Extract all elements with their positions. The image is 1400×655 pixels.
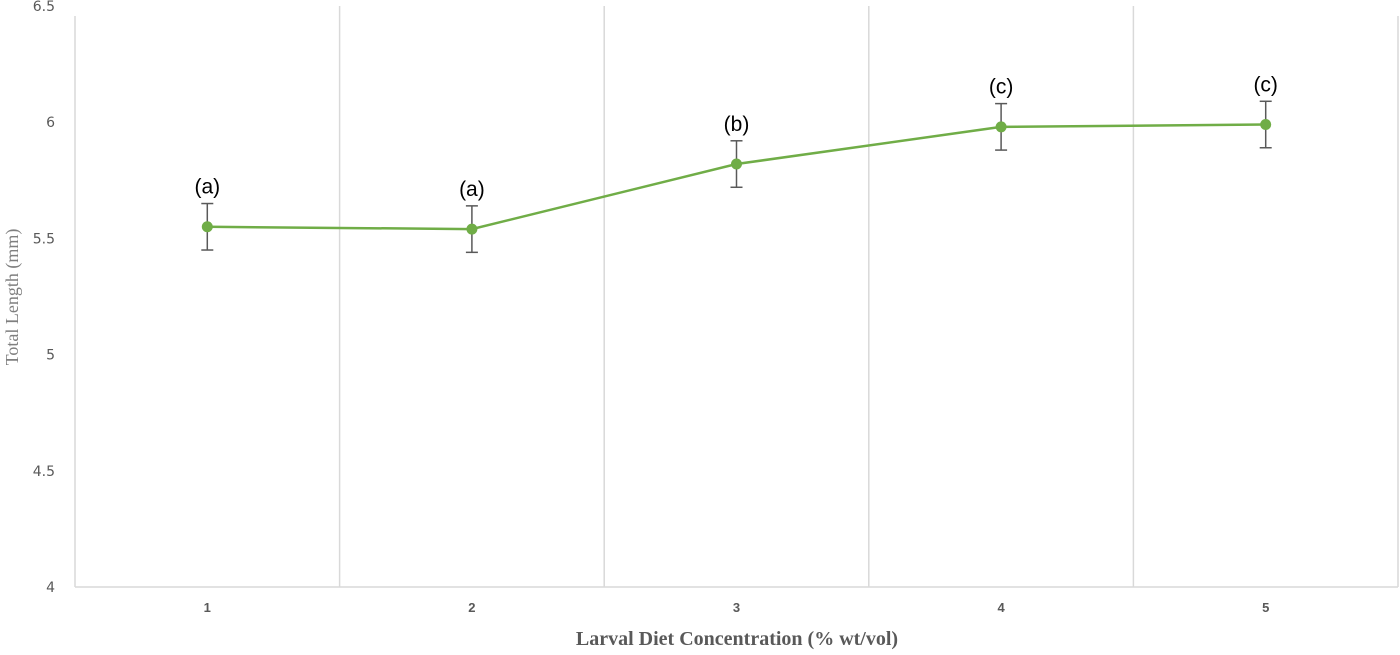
data-point-marker xyxy=(995,121,1007,133)
data-point-marker xyxy=(731,158,742,170)
significance-letter: (a) xyxy=(459,178,485,201)
data-point-marker xyxy=(466,223,478,235)
data-point-marker xyxy=(1260,119,1272,131)
data-series xyxy=(201,100,1272,254)
significance-letter: (a) xyxy=(194,176,220,199)
y-axis-label: Total Length (mm) xyxy=(2,229,23,366)
data-point-marker xyxy=(201,221,213,233)
x-tick-label: 5 xyxy=(1262,600,1269,615)
y-tick-label: 6.5 xyxy=(33,0,55,15)
significance-letter: (c) xyxy=(1253,73,1278,96)
gridlines xyxy=(338,6,1135,587)
x-tick-label: 3 xyxy=(733,600,740,615)
x-tick-label: 2 xyxy=(468,600,475,615)
y-tick-label: 4 xyxy=(46,580,55,596)
axes xyxy=(74,16,1399,588)
significance-annotations: (a) (a) (b) (c) (c) xyxy=(194,73,1277,201)
y-axis-ticks: 4 4.5 5 5.5 6 6.5 xyxy=(33,0,55,596)
x-axis-ticks: 1 2 3 4 5 xyxy=(204,600,1270,615)
x-axis-label: Larval Diet Concentration (% wt/vol) xyxy=(576,628,898,650)
y-tick-label: 6 xyxy=(46,115,55,131)
y-tick-label: 5 xyxy=(46,348,55,364)
significance-letter: (c) xyxy=(989,76,1014,99)
y-tick-label: 5.5 xyxy=(33,231,55,247)
y-tick-label: 4.5 xyxy=(33,464,55,480)
significance-letter: (b) xyxy=(724,113,750,136)
x-tick-label: 4 xyxy=(997,600,1005,615)
x-tick-label: 1 xyxy=(204,600,211,615)
